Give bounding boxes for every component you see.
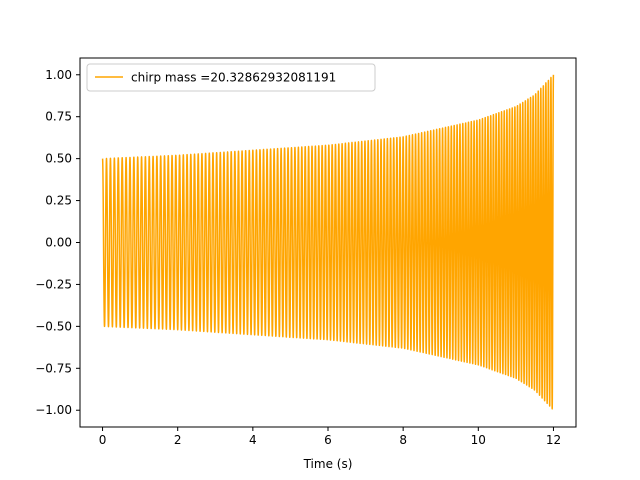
x-tick-label: 12 <box>546 433 561 447</box>
y-tick-label: −0.50 <box>35 319 72 333</box>
y-tick-label: 0.50 <box>45 152 72 166</box>
y-tick-label: 1.00 <box>45 68 72 82</box>
x-tick-label: 0 <box>99 433 107 447</box>
x-tick-label: 6 <box>324 433 332 447</box>
legend: chirp mass =20.32862932081191 <box>86 63 376 92</box>
y-tick-label: 0.00 <box>45 236 72 250</box>
y-axis-ticks: −1.00 −0.75 −0.50 −0.25 0.00 0.25 0.50 0.75 1.00 <box>35 68 80 417</box>
plot-area <box>101 74 555 410</box>
legend-label: chirp mass =20.32862932081191 <box>131 71 336 85</box>
y-tick-label: −1.00 <box>35 403 72 417</box>
x-tick-label: 8 <box>399 433 407 447</box>
series-line <box>101 74 555 410</box>
x-tick-label: 10 <box>471 433 486 447</box>
y-tick-label: −0.25 <box>35 277 72 291</box>
x-tick-label: 4 <box>249 433 257 447</box>
y-tick-label: 0.75 <box>45 110 72 124</box>
x-axis-label: Time (s) <box>303 457 353 471</box>
x-tick-label: 2 <box>174 433 182 447</box>
x-axis-ticks: 0 2 4 6 8 10 12 <box>99 427 561 447</box>
y-tick-label: −0.75 <box>35 361 72 375</box>
y-tick-label: 0.25 <box>45 194 72 208</box>
legend-box <box>86 63 376 92</box>
